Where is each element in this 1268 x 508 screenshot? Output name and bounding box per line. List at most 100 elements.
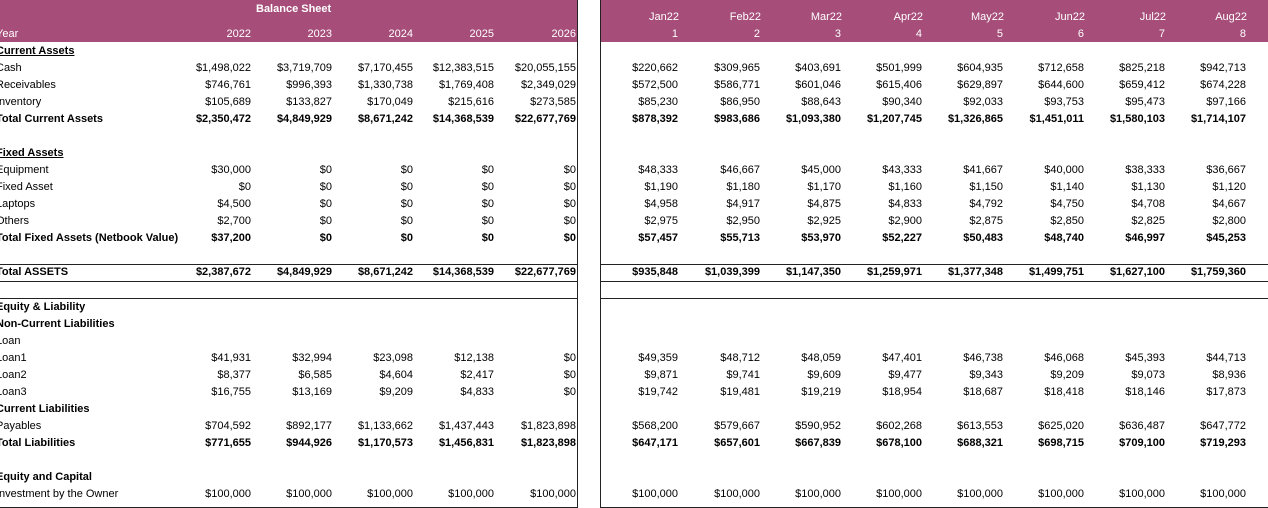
period-index: 1 (671, 28, 678, 40)
month-value: $1,093,380 (785, 113, 841, 125)
row-label: Equipment (0, 164, 49, 176)
month-value: $636,487 (1119, 420, 1165, 432)
month-value: $579,667 (714, 420, 760, 432)
year-value: $2,700 (217, 215, 251, 227)
month-value: $46,667 (720, 164, 760, 176)
row-label: Total Current Assets (0, 113, 103, 125)
year-value: $0 (400, 232, 413, 244)
month-value: $88,643 (801, 96, 841, 108)
year-value: $0 (400, 164, 413, 176)
month-value: $2,925 (807, 215, 841, 227)
right-panel-border (600, 0, 1268, 499)
month-value: $1,120 (1212, 181, 1246, 193)
month-value: $1,451,011 (1029, 113, 1084, 125)
year-value: $1,823,898 (520, 420, 576, 432)
month-value: $4,958 (644, 198, 678, 210)
month-value: $644,600 (1038, 79, 1084, 91)
year-value: $22,677,769 (514, 266, 576, 278)
year-value: $1,769,408 (438, 79, 494, 91)
month-value: $403,691 (795, 62, 841, 74)
month-value: $1,377,348 (947, 266, 1003, 278)
month-value: $4,875 (807, 198, 841, 210)
year-value: $100,000 (530, 488, 576, 500)
year-value: $6,585 (298, 369, 332, 381)
period-index: 4 (915, 28, 922, 40)
year-value: $1,456,831 (438, 437, 494, 449)
month-value: $57,457 (638, 232, 678, 244)
month-value: $1,147,350 (785, 266, 841, 278)
month-value: $4,750 (1050, 198, 1084, 210)
month-value: $942,713 (1200, 62, 1246, 74)
row-label: Loan2 (0, 369, 27, 381)
month-value: $613,553 (957, 420, 1003, 432)
month-value: $2,950 (726, 215, 760, 227)
sheet-title: Balance Sheet (256, 3, 332, 15)
year-value: $2,350,472 (195, 113, 251, 125)
month-value: $1,627,100 (1109, 266, 1165, 278)
right-header-band (600, 0, 1268, 42)
year-value: $30,000 (211, 164, 251, 176)
year-header: 2025 (469, 28, 494, 40)
left-panel-border (0, 0, 578, 499)
row-label: Investment by the Owner (0, 488, 119, 500)
year-value: $0 (563, 352, 576, 364)
year-value: $170,049 (367, 96, 413, 108)
year-value: $4,849,929 (276, 266, 332, 278)
month-value: $586,771 (714, 79, 760, 91)
year-value: $32,994 (292, 352, 332, 364)
year-value: $4,849,929 (276, 113, 332, 125)
period-index: 5 (996, 28, 1003, 40)
month-value: $9,209 (1050, 369, 1084, 381)
year-value: $2,417 (460, 369, 494, 381)
year-value: $1,170,573 (357, 437, 413, 449)
month-value: $647,772 (1200, 420, 1246, 432)
year-value: $12,138 (454, 352, 494, 364)
year-value: $100,000 (286, 488, 332, 500)
month-value: $1,207,745 (866, 113, 922, 125)
month-value: $9,073 (1131, 369, 1165, 381)
month-value: $48,740 (1044, 232, 1084, 244)
year-header: 2023 (307, 28, 332, 40)
row-label: Current Liabilities (0, 403, 90, 415)
month-value: $93,753 (1044, 96, 1084, 108)
month-value: $1,259,971 (866, 266, 922, 278)
month-value: $1,714,107 (1190, 113, 1246, 125)
month-header: May22 (970, 11, 1004, 23)
year-value: $100,000 (448, 488, 494, 500)
month-value: $572,500 (632, 79, 678, 91)
month-value: $709,100 (1119, 437, 1165, 449)
year-value: $13,169 (292, 386, 332, 398)
year-header: 2026 (551, 28, 576, 40)
month-value: $17,873 (1206, 386, 1246, 398)
year-value: $12,383,515 (432, 62, 494, 74)
month-value: $100,000 (876, 488, 922, 500)
month-value: $48,059 (801, 352, 841, 364)
month-value: $52,227 (882, 232, 922, 244)
row-label: Cash (0, 62, 22, 74)
row-label: Loan3 (0, 386, 27, 398)
year-value: $133,827 (286, 96, 332, 108)
year-value: $0 (400, 181, 413, 193)
total-assets-box (600, 264, 1268, 282)
total-assets-box (0, 264, 578, 282)
month-value: $501,999 (876, 62, 922, 74)
month-value: $712,658 (1038, 62, 1084, 74)
month-value: $45,393 (1125, 352, 1165, 364)
row-label: Total Fixed Assets (Netbook Value) (0, 232, 179, 244)
month-value: $18,146 (1125, 386, 1165, 398)
month-value: $45,000 (801, 164, 841, 176)
month-value: $100,000 (632, 488, 678, 500)
year-header: 2022 (226, 28, 251, 40)
month-value: $2,800 (1212, 215, 1246, 227)
year-value: $0 (563, 181, 576, 193)
month-value: $1,140 (1050, 181, 1084, 193)
month-value: $19,742 (638, 386, 678, 398)
row-label: Fixed Assets (0, 147, 64, 159)
row-label: Payables (0, 420, 42, 432)
month-value: $100,000 (714, 488, 760, 500)
month-value: $615,406 (876, 79, 922, 91)
month-value: $1,190 (644, 181, 678, 193)
month-value: $4,917 (726, 198, 760, 210)
year-value: $0 (563, 215, 576, 227)
month-value: $2,900 (888, 215, 922, 227)
